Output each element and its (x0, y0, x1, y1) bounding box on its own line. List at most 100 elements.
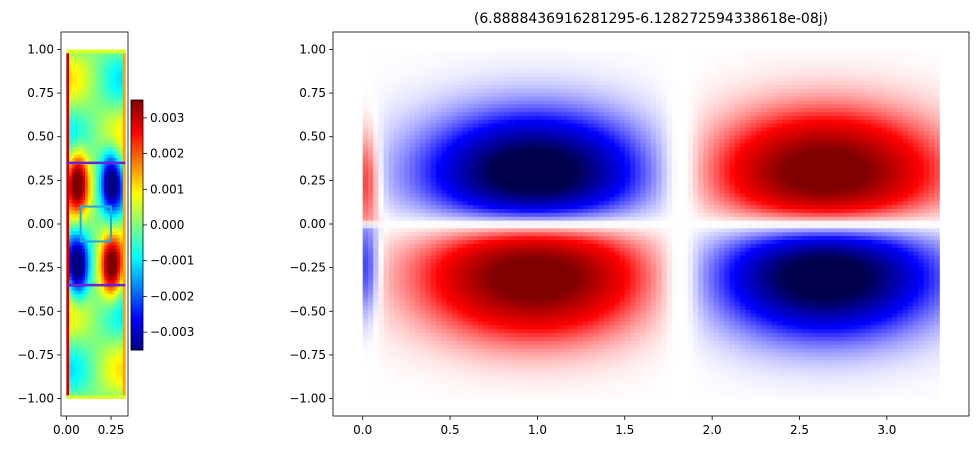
left-heat-cell (66, 356, 70, 361)
left-heat-cell (69, 325, 73, 330)
left-heat-cell (93, 321, 97, 326)
left-heat-cell (101, 94, 105, 99)
right-heat-cell (467, 286, 474, 291)
left-heat-cell (93, 129, 97, 134)
right-heat-cell (436, 320, 442, 326)
right-heat-cell (383, 115, 390, 120)
left-heat-cell (77, 339, 81, 344)
left-heat-cell (122, 311, 126, 316)
left-heat-cell (66, 73, 70, 78)
left-heat-cell (106, 115, 110, 120)
right-heat-cell (462, 305, 469, 310)
right-heat-cell (420, 247, 427, 252)
left-heat-cell (82, 374, 86, 378)
left-heat-cell (82, 321, 86, 326)
right-heat-cell (425, 173, 432, 178)
right-heat-cell (493, 161, 500, 167)
colorbar-tick-label: 0.002 (150, 147, 184, 161)
right-heat-cell (457, 262, 463, 268)
right-heat-cell (462, 68, 469, 74)
right-heat-cell (509, 344, 516, 349)
left-heat-cell (119, 87, 124, 92)
left-heat-cell (109, 370, 113, 375)
right-heat-cell (430, 61, 437, 66)
colorbar-band (131, 191, 143, 195)
right-heat-cell (446, 181, 453, 186)
right-heat-cell (394, 84, 400, 89)
left-heat-cell (98, 185, 102, 190)
right-heat-cell (373, 107, 379, 113)
right-heat-cell (415, 189, 421, 194)
right-heat-cell (483, 220, 490, 225)
left-heat-cell (90, 381, 94, 385)
left-heat-cell (111, 126, 115, 131)
left-heat-cell (111, 314, 115, 319)
right-heat-cell (373, 270, 379, 275)
right-heat-cell (488, 57, 495, 62)
left-heat-cell (109, 353, 113, 358)
left-heat-cell (117, 129, 121, 134)
left-heat-cell (74, 157, 78, 162)
right-heat-cell (373, 196, 379, 202)
left-heat-cell (109, 108, 113, 113)
right-heat-cell (493, 274, 500, 279)
right-heat-cell (472, 328, 479, 334)
left-heat-cell (122, 73, 126, 78)
right-heat-cell (373, 158, 379, 163)
right-heat-cell (451, 49, 458, 54)
right-heat-cell (478, 57, 484, 62)
right-heat-cell (509, 208, 516, 213)
right-heat-cell (388, 363, 395, 369)
right-heat-cell (362, 332, 369, 337)
right-heat-cell (467, 231, 474, 237)
right-heat-cell (493, 289, 500, 295)
left-heat-cell (103, 360, 107, 365)
right-heat-cell (451, 305, 458, 310)
left-heat-cell (85, 129, 89, 134)
right-heat-cell (446, 359, 453, 365)
left-heat-cell (87, 154, 91, 159)
right-heat-cell (493, 282, 500, 287)
right-heat-cell (441, 348, 448, 353)
left-heat-cell (114, 391, 118, 396)
right-heat-cell (399, 53, 406, 58)
right-heat-cell (436, 262, 442, 268)
right-heat-cell (493, 379, 500, 384)
right-heat-cell (509, 227, 516, 233)
right-heat-cell (388, 123, 395, 128)
right-heat-cell (483, 390, 490, 396)
right-heat-cell (420, 320, 427, 326)
right-heat-cell (430, 278, 437, 283)
left-heat-cell (98, 98, 102, 103)
left-heat-cell (109, 342, 113, 347)
right-heat-cell (394, 216, 400, 221)
right-heat-cell (409, 390, 416, 396)
right-heat-cell (451, 130, 458, 136)
left-heat-cell (69, 185, 73, 190)
left-heat-cell (98, 374, 102, 378)
left-heat-cell (114, 353, 118, 358)
right-heat-cell (420, 80, 427, 85)
right-heat-cell (483, 57, 490, 62)
right-heat-cell (399, 317, 406, 322)
right-heat-cell (514, 352, 521, 357)
right-heat-cell (383, 57, 390, 62)
right-heat-cell (394, 328, 400, 334)
right-heat-cell (373, 57, 379, 62)
left-heat-cell (85, 203, 89, 207)
left-heat-cell (101, 286, 105, 291)
left-heat-cell (69, 297, 73, 302)
right-heat-cell (388, 371, 395, 376)
right-heat-cell (367, 158, 374, 163)
left-heat-cell (114, 255, 118, 260)
right-heat-cell (504, 165, 510, 171)
left-heat-cell (77, 213, 81, 218)
left-heat-cell (117, 335, 121, 340)
right-heat-cell (472, 115, 479, 120)
right-heat-cell (378, 289, 385, 295)
left-heat-cell (93, 66, 97, 71)
left-heat-cell (103, 59, 107, 64)
left-heat-cell (85, 87, 89, 92)
right-heat-cell (478, 355, 484, 361)
right-heat-cell (446, 258, 453, 264)
